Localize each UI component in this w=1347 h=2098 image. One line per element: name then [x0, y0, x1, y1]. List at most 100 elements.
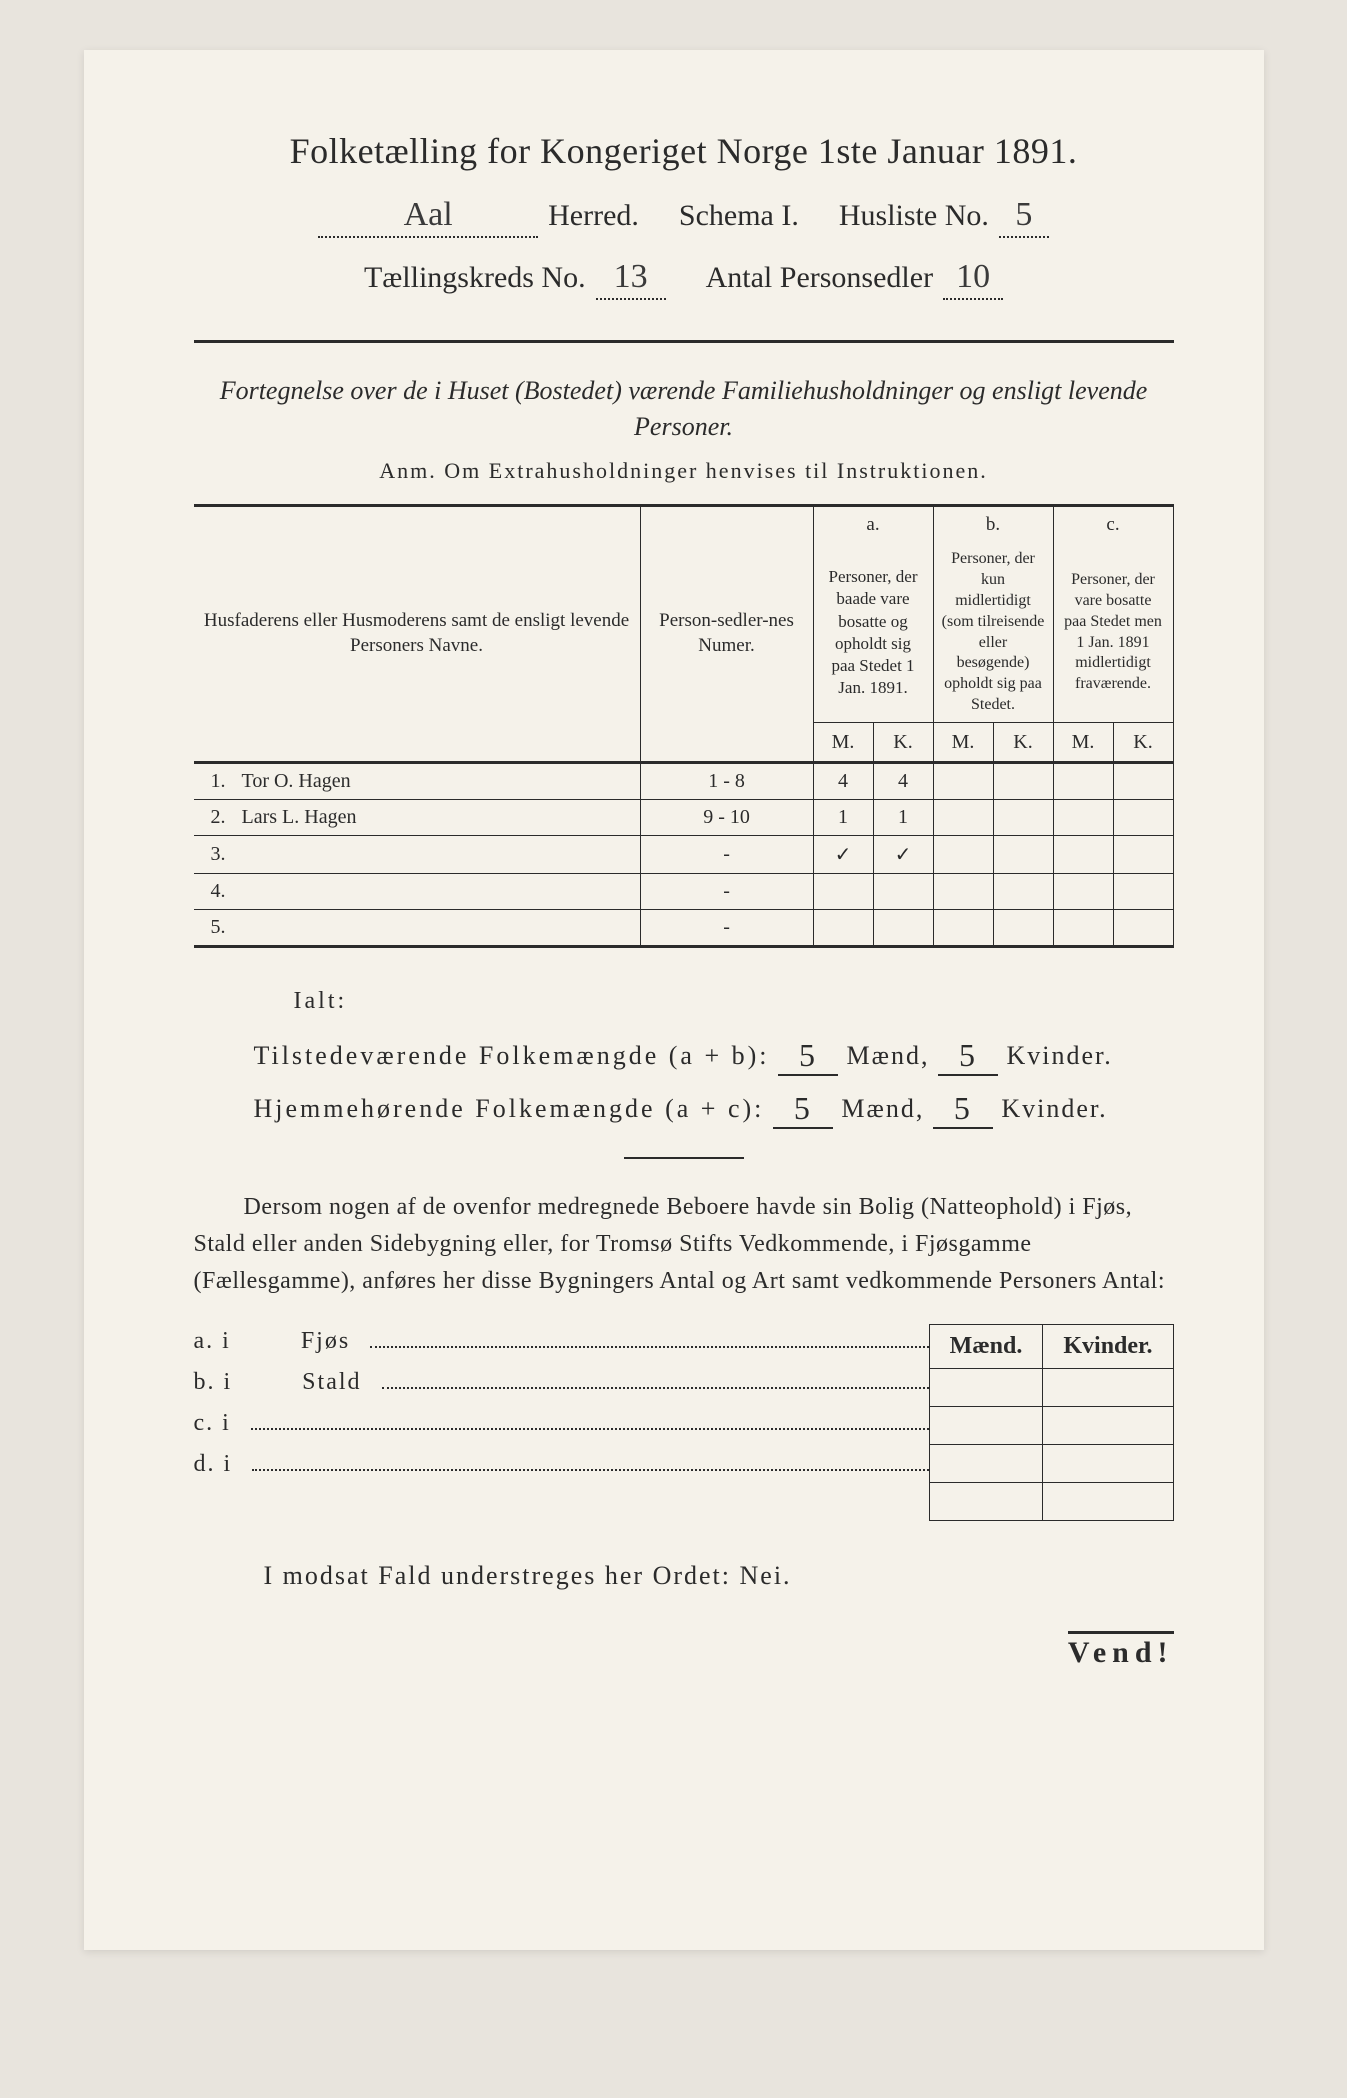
ak-cell: 1 [873, 799, 933, 835]
cm-cell [1053, 762, 1113, 799]
mk-cell [929, 1445, 1043, 1483]
cm-cell [1053, 873, 1113, 909]
name-cell [234, 835, 641, 873]
row-number: 3. [194, 835, 234, 873]
bk-cell [993, 799, 1053, 835]
am-cell: ✓ [813, 835, 873, 873]
herred-label: Herred. [548, 199, 639, 233]
b-label: Stald [302, 1369, 361, 1396]
hjemme-label: Hjemmehørende Folkemængde (a + c): [254, 1094, 765, 1123]
bk-cell [993, 873, 1053, 909]
num-cell: 9 - 10 [640, 799, 813, 835]
ck-cell [1113, 873, 1173, 909]
num-cell: - [640, 873, 813, 909]
row-number: 4. [194, 873, 234, 909]
ak-cell [873, 873, 933, 909]
mk-table: Mænd. Kvinder. [929, 1324, 1174, 1521]
bm-cell [933, 835, 993, 873]
divider-1 [194, 340, 1174, 343]
bm-cell [933, 799, 993, 835]
bm-cell [933, 762, 993, 799]
am-cell: 4 [813, 762, 873, 799]
cm-cell [1053, 909, 1113, 946]
bm-cell [933, 873, 993, 909]
census-table: Husfaderens eller Husmoderens samt de en… [194, 504, 1174, 948]
hjemme-k: 5 [933, 1090, 993, 1129]
table-row: 3.-✓✓ [194, 835, 1174, 873]
maend-label: Mænd, [847, 1041, 930, 1070]
ck-cell [1113, 909, 1173, 946]
col-c-desc: Personer, der vare bosatte paa Stedet me… [1053, 543, 1173, 722]
kreds-label: Tællingskreds No. [364, 261, 586, 295]
antal-value: 10 [943, 258, 1003, 300]
a-label: Fjøs [301, 1328, 350, 1355]
tilstede-k: 5 [938, 1037, 998, 1076]
a-k: K. [873, 722, 933, 762]
row-number: 2. [194, 799, 234, 835]
ialt-label: Ialt: [294, 988, 1174, 1015]
totals-line-2: Hjemmehørende Folkemængde (a + c): 5 Mæn… [254, 1088, 1174, 1127]
mk-cell [929, 1407, 1043, 1445]
col-num-header: Person-sedler-nes Numer. [640, 505, 813, 762]
tilstede-m: 5 [778, 1037, 838, 1076]
mk-k-header: Kvinder. [1043, 1325, 1173, 1369]
am-cell [813, 909, 873, 946]
mk-cell [929, 1369, 1043, 1407]
row-c: c. i [194, 1406, 929, 1437]
mk-cell [929, 1483, 1043, 1521]
row-number: 5. [194, 909, 234, 946]
ak-cell [873, 909, 933, 946]
header-line-2: Aal Herred. Schema I. Husliste No. 5 [194, 196, 1174, 238]
sidebygning-paragraph: Dersom nogen af de ovenfor medregnede Be… [194, 1189, 1174, 1301]
vend-label: Vend! [1068, 1631, 1174, 1670]
bk-cell [993, 835, 1053, 873]
am-cell: 1 [813, 799, 873, 835]
num-cell: 1 - 8 [640, 762, 813, 799]
table-row: 2.Lars L. Hagen9 - 1011 [194, 799, 1174, 835]
col-c-head: c. [1053, 505, 1173, 543]
totals-line-1: Tilstedeværende Folkemængde (a + b): 5 M… [254, 1035, 1174, 1074]
name-cell [234, 909, 641, 946]
hjemme-m: 5 [773, 1090, 833, 1129]
kvinder-label-2: Kvinder. [1001, 1094, 1107, 1123]
husliste-value: 5 [999, 196, 1049, 238]
abcd-list: a. i Fjøs b. i Stald c. i d. i [194, 1324, 929, 1488]
divider-2 [624, 1157, 744, 1159]
ck-cell [1113, 762, 1173, 799]
c-prefix: c. i [194, 1410, 231, 1437]
col-a-head: a. [813, 505, 933, 543]
maend-label-2: Mænd, [841, 1094, 924, 1123]
mk-cell [1043, 1483, 1173, 1521]
ck-cell [1113, 835, 1173, 873]
num-cell: - [640, 835, 813, 873]
table-row: 4. - [194, 873, 1174, 909]
row-number: 1. [194, 762, 234, 799]
mk-cell [1043, 1407, 1173, 1445]
page-title: Folketælling for Kongeriget Norge 1ste J… [194, 130, 1174, 172]
col-b-desc: Personer, der kun midlertidigt (som tilr… [933, 543, 1053, 722]
d-prefix: d. i [194, 1451, 233, 1478]
husliste-label: Husliste No. [839, 199, 989, 233]
ak-cell: ✓ [873, 835, 933, 873]
antal-label: Antal Personsedler [706, 261, 933, 295]
bm-cell [933, 909, 993, 946]
table-row: 5.- [194, 909, 1174, 946]
mk-cell [1043, 1369, 1173, 1407]
modsat-line: I modsat Fald understreges her Ordet: Ne… [194, 1561, 1174, 1591]
table-row: 1.Tor O. Hagen1 - 844 [194, 762, 1174, 799]
header-line-3: Tællingskreds No. 13 Antal Personsedler … [194, 258, 1174, 300]
col-name-header: Husfaderens eller Husmoderens samt de en… [194, 505, 641, 762]
mk-m-header: Mænd. [929, 1325, 1043, 1369]
dots [252, 1447, 929, 1471]
name-cell: Tor O. Hagen [234, 762, 641, 799]
dots [370, 1324, 928, 1348]
col-b-head: b. [933, 505, 1053, 543]
cm-cell [1053, 799, 1113, 835]
name-cell: Lars L. Hagen [234, 799, 641, 835]
ck-cell [1113, 799, 1173, 835]
subtitle: Fortegnelse over de i Huset (Bostedet) v… [194, 373, 1174, 446]
a-m: M. [813, 722, 873, 762]
sidebygning-block: a. i Fjøs b. i Stald c. i d. i [194, 1324, 1174, 1521]
cm-cell [1053, 835, 1113, 873]
col-a-desc: Personer, der baade vare bosatte og opho… [813, 543, 933, 722]
